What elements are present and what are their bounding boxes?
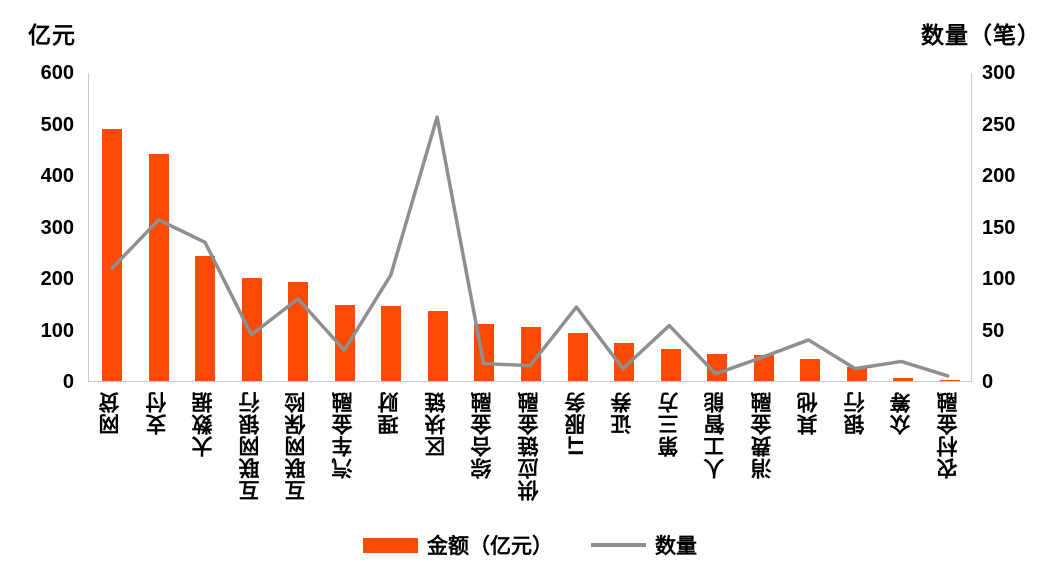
x-axis-labels: 网贷 支付 大数据 互联网银行 互联网保险 汽车金融 理财 区块链 综合金融 供应链金融 IT服务证… <box>88 391 972 531</box>
x-axis-label: IT服务 <box>564 391 588 456</box>
x-axis-label: 人工智能 <box>704 391 728 479</box>
bar <box>893 378 914 381</box>
right-axis-tick: 150 <box>982 216 1016 239</box>
bar <box>427 311 448 381</box>
bar <box>567 333 588 381</box>
plot-area <box>88 73 972 382</box>
right-axis-title: 数量（笔） <box>921 22 1041 48</box>
legend-item-quantity: 数量 <box>591 530 697 560</box>
line-series <box>110 115 950 378</box>
x-axis-label: 众筹 <box>890 391 914 435</box>
bar <box>939 379 960 381</box>
right-axis-tick: 200 <box>982 165 1016 187</box>
left-axis-tick: 300 <box>40 216 74 239</box>
right-axis-tick: 250 <box>982 113 1016 136</box>
bar <box>521 327 541 381</box>
x-axis-label: 互联网银行 <box>238 391 262 501</box>
bar <box>800 359 821 381</box>
left-axis-tick: 0 <box>62 371 74 393</box>
x-axis-label: 消费金融 <box>750 391 774 479</box>
right-axis-tick: 0 <box>982 371 994 393</box>
bar-swatch-icon <box>363 537 418 553</box>
right-axis-tick: 300 <box>982 62 1016 84</box>
x-axis-label: 第三方 <box>657 391 681 457</box>
x-axis-label: 区块链 <box>424 391 448 457</box>
right-axis-tick: 50 <box>982 319 1005 342</box>
x-axis-label: 理财 <box>378 391 402 435</box>
bar <box>195 255 216 381</box>
x-axis-label: 网贷 <box>99 391 123 435</box>
bar <box>614 343 635 381</box>
legend-item-amount: 金额（亿元） <box>363 530 553 560</box>
bar <box>660 349 681 381</box>
left-axis-tick: 400 <box>40 165 74 187</box>
bar <box>707 354 728 381</box>
x-axis-label: 其他 <box>797 391 821 435</box>
legend-label-amount: 金额（亿元） <box>427 535 553 558</box>
x-axis-label: 银行 <box>843 391 867 435</box>
bar <box>381 305 402 381</box>
left-axis-tick: 200 <box>40 268 74 290</box>
x-axis-label: 汽车金融 <box>331 391 355 479</box>
line-swatch-icon <box>591 543 646 547</box>
left-axis-tick: 600 <box>40 62 74 84</box>
left-axis-tick: 500 <box>40 113 74 136</box>
x-axis-label: 农村金融 <box>936 391 960 479</box>
left-axis-tick: 100 <box>40 319 74 342</box>
legend: 金额（亿元） 数量 <box>88 530 972 560</box>
right-axis-tick: 100 <box>982 268 1016 290</box>
legend-label-quantity: 数量 <box>655 535 697 558</box>
bar <box>102 128 123 381</box>
x-axis-label: 综合金融 <box>471 391 495 479</box>
x-axis-label: 供应链金融 <box>518 391 541 501</box>
x-axis-label: 大数据 <box>192 391 216 457</box>
right-axis-tick-labels: 0 50 100 150 200 250 300 <box>982 62 1052 393</box>
left-axis-title: 亿元 <box>28 22 76 48</box>
x-axis-label: 互联网保险 <box>285 391 309 501</box>
bar <box>148 153 169 381</box>
bar <box>753 355 774 381</box>
quantity-line <box>110 115 950 378</box>
x-axis-label: 支付 <box>145 391 169 435</box>
x-axis-label: 证券 <box>611 391 635 435</box>
bar <box>846 367 867 381</box>
bar <box>334 304 355 381</box>
bar <box>241 277 262 381</box>
left-axis-tick-labels: 0 100 200 300 400 500 600 <box>0 62 74 393</box>
